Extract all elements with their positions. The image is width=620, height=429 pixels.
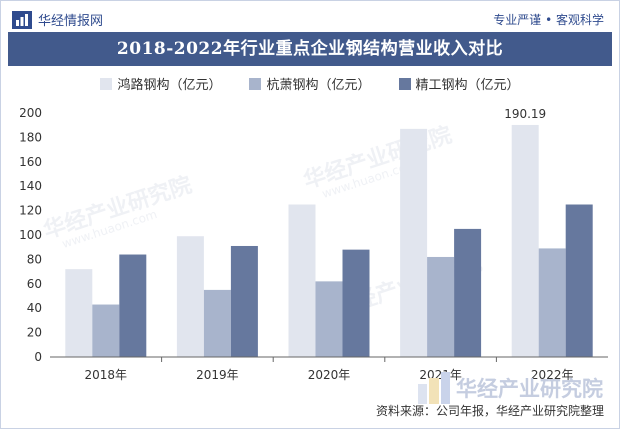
y-tick-label: 120: [19, 204, 42, 218]
bar: [315, 281, 343, 357]
chart-title: 2018-2022年行业重点企业钢结构营业收入对比: [8, 32, 612, 66]
bar: [427, 256, 455, 357]
corner-watermark-text: 华经产业研究院: [456, 377, 603, 401]
legend-label-honglu: 鸿路钢构（亿元）: [117, 78, 222, 93]
tagline: 专业严谨 • 客观科学: [493, 13, 604, 27]
data-label: 190.19: [504, 107, 546, 121]
logo-icon: [12, 10, 32, 29]
y-tick-label: 200: [19, 106, 42, 120]
legend-swatch-jinggong: [398, 77, 411, 90]
y-tick-label: 0: [34, 350, 42, 364]
y-tick-label: 100: [19, 228, 42, 242]
bar: [176, 236, 204, 357]
bar: [342, 249, 370, 357]
y-tick-label: 160: [19, 155, 42, 169]
bar: [400, 128, 428, 357]
x-tick-label: 2019年: [196, 368, 239, 382]
bar: [565, 204, 593, 357]
y-tick-label: 20: [27, 326, 42, 340]
x-tick-label: 2018年: [85, 368, 128, 382]
bar: [538, 248, 566, 357]
source-note: 资料来源：公司年报，华经产业研究院整理: [375, 404, 604, 418]
y-tick-label: 180: [19, 130, 42, 144]
legend-label-hangxiao: 杭萧钢构（亿元）: [266, 78, 371, 93]
legend-item-jinggong: 精工钢构（亿元）: [398, 74, 520, 93]
x-tick-label: 2022年: [531, 368, 574, 382]
legend-swatch-hangxiao: [249, 77, 262, 90]
bar: [454, 228, 482, 357]
x-tick-label: 2020年: [308, 368, 351, 382]
bar: [230, 245, 258, 357]
bar: [203, 289, 231, 357]
corner-watermark: 华经产业研究院: [418, 372, 603, 404]
y-tick-label: 80: [27, 252, 42, 266]
bar: [288, 204, 316, 357]
legend: 鸿路钢构（亿元） 杭萧钢构（亿元） 精工钢构（亿元）: [0, 74, 620, 93]
y-tick-label: 140: [19, 179, 42, 193]
bar: [511, 124, 539, 357]
brand-name: 华经情报网: [38, 14, 104, 29]
corner-logo-icon: [418, 372, 450, 404]
bar: [119, 254, 147, 357]
legend-swatch-honglu: [100, 77, 113, 90]
y-tick-label: 40: [27, 301, 42, 315]
top-bar: 华经情报网 专业严谨 • 客观科学: [8, 8, 612, 30]
bar: [65, 269, 93, 357]
brand: 华经情报网: [12, 10, 103, 29]
legend-item-hangxiao: 杭萧钢构（亿元）: [249, 74, 371, 93]
y-tick-label: 60: [27, 277, 42, 291]
bar: [92, 304, 120, 357]
legend-item-honglu: 鸿路钢构（亿元）: [100, 74, 221, 93]
legend-label-jinggong: 精工钢构（亿元）: [415, 78, 520, 93]
